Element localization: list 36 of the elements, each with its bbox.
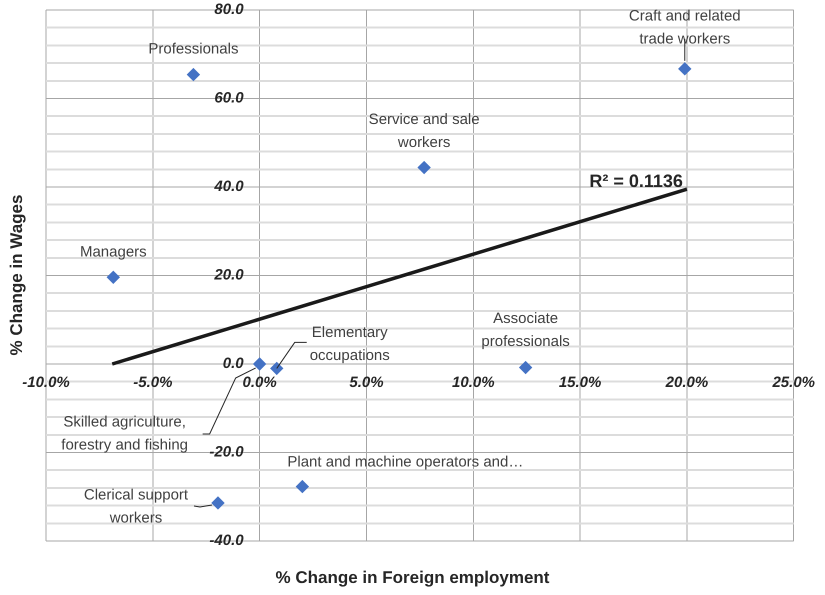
x-tick-label: 0.0% (242, 374, 277, 392)
x-tick-label: 10.0% (452, 374, 495, 392)
point (519, 361, 532, 374)
y-tick-label: -20.0 (209, 444, 244, 461)
point (186, 68, 200, 82)
x-tick-label: 25.0% (771, 374, 816, 392)
annotation: Clerical support workers (84, 486, 189, 527)
x-tick-label: -5.0% (133, 374, 172, 392)
point (106, 270, 120, 284)
point (418, 161, 431, 174)
y-tick-label: 0.0 (222, 355, 244, 372)
point (211, 496, 224, 510)
point (678, 62, 692, 76)
annotation: Managers (80, 243, 147, 260)
annotation: R² = 0.1136 (589, 171, 683, 192)
annotation: Craft and related trade workers (628, 7, 741, 48)
annotation: Plant and machine operators and… (287, 454, 524, 471)
y-axis-title: % Change in Wages (7, 194, 27, 356)
x-tick-label: 15.0% (558, 374, 602, 392)
y-tick-label: 80.0 (214, 1, 244, 18)
point (296, 480, 309, 494)
x-tick-label: -10.0% (22, 374, 70, 392)
annotation: Skilled agriculture, forestry and fishing (61, 414, 188, 454)
annotation: Associate professionals (481, 310, 570, 350)
y-tick-label: 60.0 (214, 90, 244, 107)
x-tick-label: 20.0% (664, 374, 708, 392)
x-axis-title: % Change in Foreign employment (274, 568, 550, 588)
y-tick-label: -40.0 (209, 532, 244, 550)
y-tick-label: 20.0 (213, 266, 244, 284)
annotation: Elementary occupations (310, 324, 390, 364)
annotation: Service and sale workers (368, 111, 480, 152)
point (270, 362, 284, 375)
x-tick-label: 5.0% (349, 374, 384, 392)
annotation: Professionals (148, 40, 238, 58)
point (253, 358, 266, 370)
y-tick-label: 40.0 (213, 178, 244, 196)
